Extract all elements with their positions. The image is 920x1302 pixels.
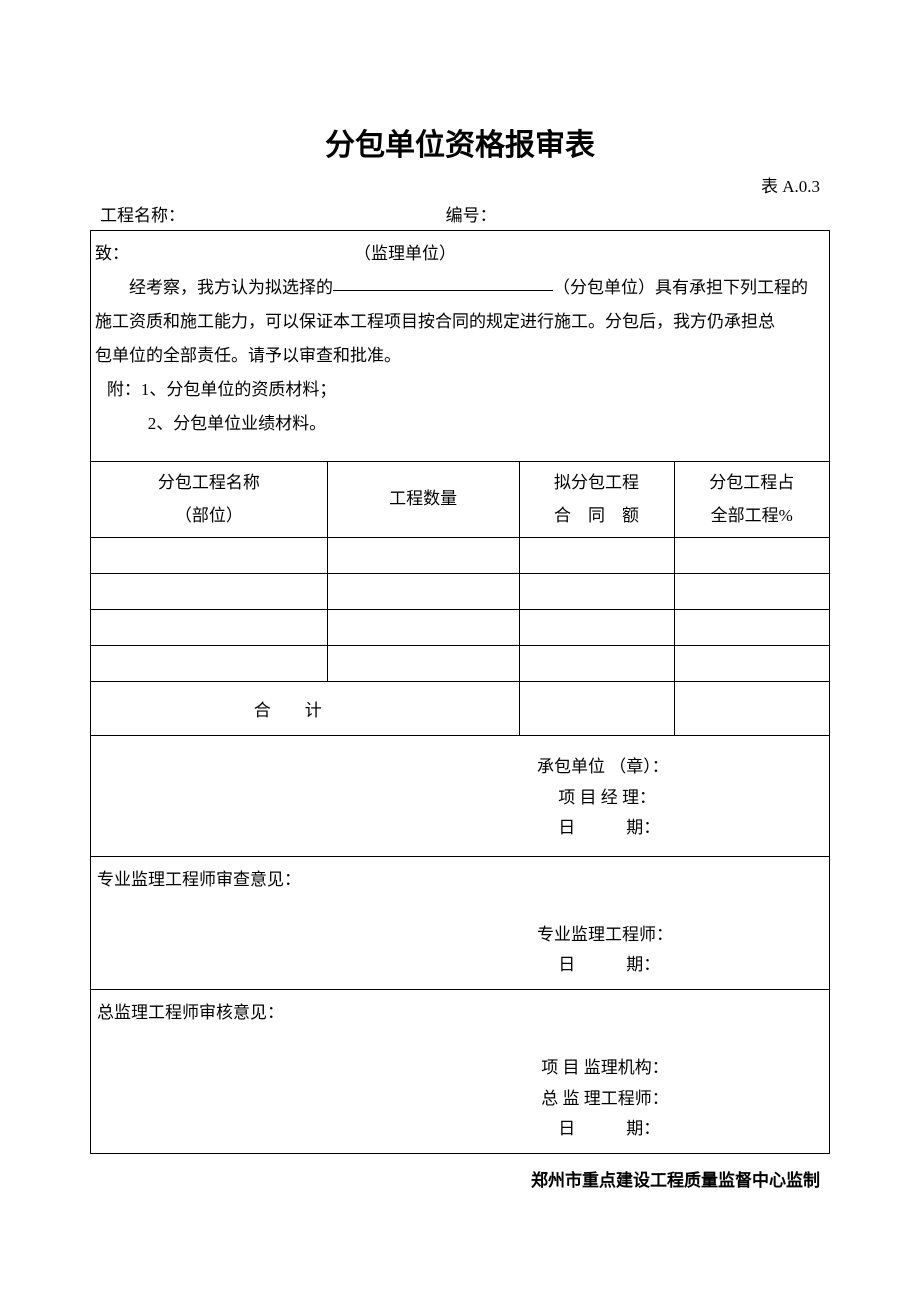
cell	[519, 610, 674, 646]
cell	[519, 574, 674, 610]
col-header-percent: 分包工程占 全部工程%	[674, 462, 829, 538]
table-row	[91, 538, 829, 574]
total-contract	[519, 682, 674, 736]
main-form-box: 致： （监理单位） 经考察，我方认为拟选择的 （分包单位）具有承担下列工程的 施工…	[90, 230, 830, 1154]
table-header-row: 分包工程名称 （部位） 工程数量 拟分包工程 合 同 额 分包工程占 全部工程%	[91, 462, 829, 538]
specialist-engineer: 专业监理工程师：	[537, 920, 823, 951]
attachments: 附：1、分包单位的资质材料； 2、分包单位业绩材料。	[95, 373, 825, 441]
chief-review-label: 总监理工程师审核意见：	[97, 998, 823, 1023]
chief-engineer: 总 监 理工程师：	[537, 1084, 823, 1115]
intro-body: 经考察，我方认为拟选择的 （分包单位）具有承担下列工程的 施工资质和施工能力，可以…	[95, 271, 825, 373]
col-header-name: 分包工程名称 （部位）	[91, 462, 327, 538]
cell	[674, 574, 829, 610]
attach-label: 附：	[107, 380, 141, 399]
table-total-row: 合计	[91, 682, 829, 736]
cell	[519, 646, 674, 682]
specialist-review-block: 专业监理工程师审查意见： 专业监理工程师： 日 期：	[91, 857, 829, 990]
document-title: 分包单位资格报审表	[90, 120, 830, 164]
footer-issuer: 郑州市重点建设工程质量监督中心监制	[90, 1154, 830, 1191]
p3: 包单位的全部责任。请予以审查和批准。	[95, 346, 401, 365]
specialist-sig-lines: 专业监理工程师： 日 期：	[97, 920, 823, 981]
col-header-contract: 拟分包工程 合 同 额	[519, 462, 674, 538]
subcontract-table: 分包工程名称 （部位） 工程数量 拟分包工程 合 同 额 分包工程占 全部工程%	[91, 461, 829, 736]
intro-section: 致： （监理单位） 经考察，我方认为拟选择的 （分包单位）具有承担下列工程的 施工…	[91, 231, 829, 461]
header-row: 工程名称： 编号：	[90, 201, 830, 230]
cell	[674, 646, 829, 682]
cell	[91, 538, 327, 574]
project-name-label: 工程名称：	[100, 201, 446, 226]
attach-2: 2、分包单位业绩材料。	[148, 414, 327, 433]
col-header-qty: 工程数量	[327, 462, 519, 538]
cell	[519, 538, 674, 574]
cell	[91, 574, 327, 610]
cell	[327, 646, 519, 682]
table-row	[91, 646, 829, 682]
number-label: 编号：	[446, 201, 820, 226]
to-line: 致： （监理单位）	[95, 237, 825, 271]
total-label: 合计	[91, 682, 519, 736]
table-row	[91, 574, 829, 610]
total-percent	[674, 682, 829, 736]
to-suffix: （监理单位）	[354, 237, 456, 271]
cell	[327, 574, 519, 610]
contractor-stamp: 承包单位 （章）：	[537, 752, 823, 783]
chief-review-block: 总监理工程师审核意见： 项 目 监理机构： 总 监 理工程师： 日 期：	[91, 990, 829, 1154]
to-label: 致：	[95, 237, 129, 271]
p1-suffix: （分包单位）具有承担下列工程的	[553, 278, 808, 297]
chief-date: 日 期：	[537, 1114, 823, 1145]
specialist-review-label: 专业监理工程师审查意见：	[97, 865, 823, 890]
cell	[327, 610, 519, 646]
p1-prefix: 经考察，我方认为拟选择的	[129, 278, 333, 297]
table-row	[91, 610, 829, 646]
p2: 施工资质和施工能力，可以保证本工程项目按合同的规定进行施工。分包后，我方仍承担总	[95, 312, 775, 331]
project-manager: 项 目 经 理：	[537, 783, 823, 814]
cell	[674, 538, 829, 574]
contractor-sig-lines: 承包单位 （章）： 项 目 经 理： 日 期：	[97, 752, 823, 844]
chief-sig-lines: 项 目 监理机构： 总 监 理工程师： 日 期：	[97, 1053, 823, 1145]
cell	[327, 538, 519, 574]
supervision-org: 项 目 监理机构：	[537, 1053, 823, 1084]
contractor-signature-block: 承包单位 （章）： 项 目 经 理： 日 期：	[91, 736, 829, 857]
cell	[674, 610, 829, 646]
specialist-date: 日 期：	[537, 950, 823, 981]
cell	[91, 646, 327, 682]
subcontractor-blank	[333, 290, 553, 291]
cell	[91, 610, 327, 646]
contractor-date: 日 期：	[537, 813, 823, 844]
table-code: 表 A.0.3	[90, 172, 830, 197]
attach-1: 1、分包单位的资质材料；	[141, 380, 337, 399]
